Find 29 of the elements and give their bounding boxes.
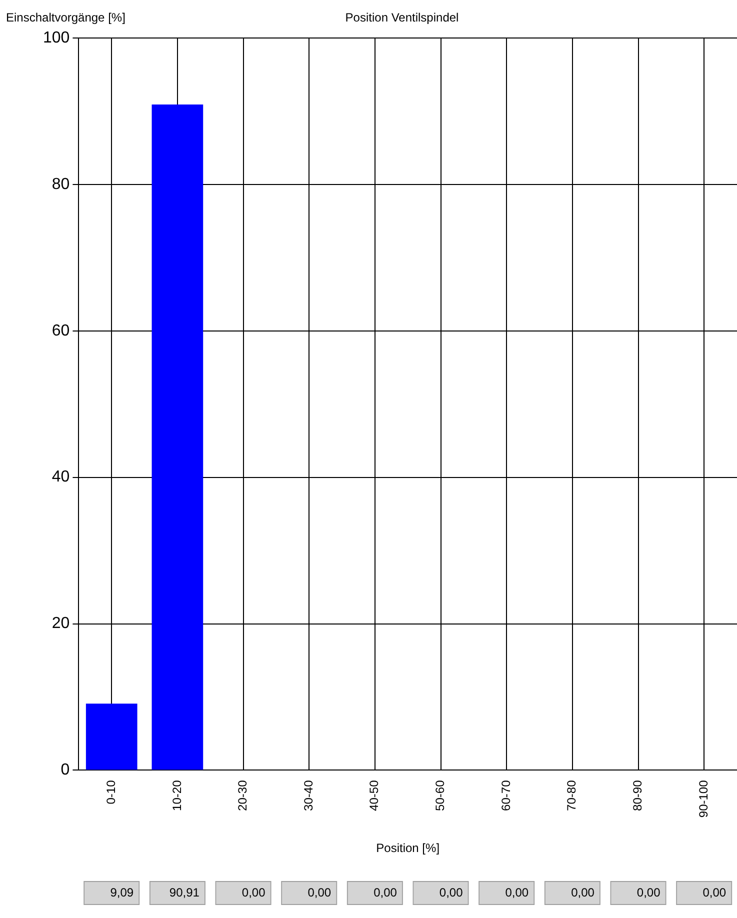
x-tick-label: 10-20	[170, 780, 184, 811]
data-label: 0,00	[702, 885, 726, 900]
x-tick-label: 90-100	[696, 780, 710, 818]
y-axis-title: Einschaltvorgänge [%]	[6, 10, 126, 24]
x-tick-label: 0-10	[104, 780, 118, 804]
data-label: 0,00	[571, 885, 595, 900]
x-tick-label: 40-50	[367, 780, 382, 811]
y-tick-label: 60	[52, 322, 70, 340]
chart-title: Position Ventilspindel	[345, 10, 459, 24]
x-tick-label: 30-40	[301, 780, 316, 811]
data-label: 0,00	[308, 885, 332, 900]
x-tick-label: 50-60	[433, 780, 448, 811]
data-label: 9,09	[110, 885, 134, 900]
data-label: 90,91	[169, 885, 200, 900]
x-axis-title: Position [%]	[376, 841, 440, 856]
y-tick-label: 0	[60, 762, 70, 779]
data-label: 0,00	[439, 885, 464, 900]
y-tick-label: 40	[52, 468, 70, 486]
data-label: 0,00	[374, 885, 398, 900]
data-label: 0,00	[505, 885, 529, 900]
data-label: 0,00	[242, 885, 266, 900]
y-tick-label: 100	[42, 29, 70, 46]
y-tick-label: 20	[52, 615, 70, 632]
x-tick-label: 80-90	[630, 780, 645, 811]
x-tick-label: 70-80	[564, 780, 579, 811]
y-tick-label: 80	[52, 176, 70, 193]
data-label: 0,00	[636, 885, 661, 900]
x-tick-label: 20-30	[236, 780, 250, 811]
x-tick-label: 60-70	[498, 780, 513, 811]
